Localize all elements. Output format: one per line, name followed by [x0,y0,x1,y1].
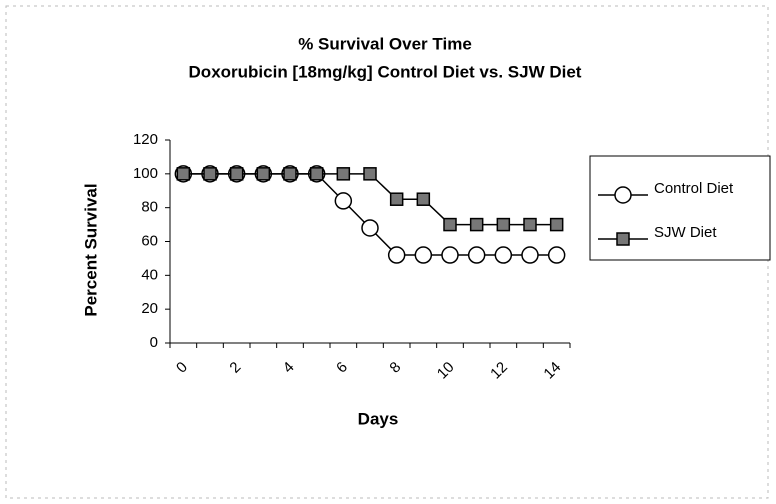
marker [614,186,632,204]
marker [521,246,539,264]
x-tick-label: 4 [280,359,298,377]
marker [469,217,484,232]
legend-label: SJW Diet [654,224,717,241]
marker [387,246,406,264]
marker [176,167,191,181]
y-tick-label: 80 [141,199,158,216]
marker [549,217,564,232]
x-tick-label: 8 [386,359,404,377]
chart-title: % Survival Over Time [298,34,472,53]
y-axis-title: Percent Survival [81,183,100,316]
marker [616,232,630,246]
marker [309,167,324,181]
series-line [183,173,557,256]
marker [414,246,433,264]
x-tick-label: 14 [540,359,564,383]
marker [416,192,431,206]
marker [547,246,566,264]
x-tick-label: 6 [333,359,351,377]
y-tick-label: 60 [141,232,158,249]
marker [229,167,244,181]
x-tick-label: 12 [487,359,511,383]
y-tick-label: 40 [141,266,158,283]
x-axis-title: Days [358,409,399,428]
x-tick-label: 10 [434,359,458,383]
y-tick-label: 120 [133,131,158,148]
x-tick-label: 2 [226,359,244,377]
marker [336,167,351,181]
x-tick-label: 0 [173,359,191,377]
marker [363,167,377,181]
marker [467,246,486,264]
marker [441,246,459,264]
marker [523,217,537,232]
marker [361,219,379,237]
y-tick-label: 0 [150,334,158,351]
y-tick-label: 100 [133,165,158,182]
y-tick-label: 20 [141,300,158,317]
marker [496,217,511,232]
chart-subtitle: Doxorubicin [18mg/kg] Control Diet vs. S… [189,62,582,81]
marker [389,192,404,206]
marker [334,192,353,210]
marker [494,246,513,264]
legend-label: Control Diet [654,180,734,197]
marker [256,167,271,181]
marker [443,217,457,232]
marker [203,167,217,181]
marker [283,167,297,181]
